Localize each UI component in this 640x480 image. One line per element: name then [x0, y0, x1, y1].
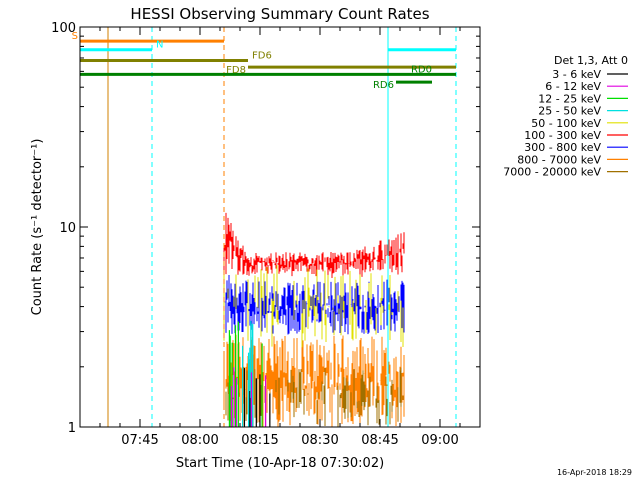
axes: 1 10 100 07:45 08:00 08:15 08:30 08:45 09:00 [51, 21, 481, 448]
x-tick-label: 08:15 [241, 433, 278, 448]
series-50-100kev [223, 264, 404, 348]
legend-label: 6 - 12 keV [545, 80, 601, 93]
flag-label-n: N [156, 40, 163, 51]
y-tick-label: 100 [51, 21, 76, 36]
x-tick-label: 07:45 [121, 433, 158, 448]
legend-label: 7000 - 20000 keV [503, 166, 601, 179]
series-100-300kev [223, 212, 405, 279]
plot-area: S N FD6 FD8 RD0 RD6 [72, 27, 457, 427]
legend-label: 50 - 100 keV [531, 117, 601, 130]
flag-label-fd8: FD8 [226, 65, 246, 76]
x-axis-label: Start Time (10-Apr-18 07:30:02) [176, 456, 384, 471]
y-tick-label: 1 [68, 421, 76, 436]
flag-label-rd6: RD6 [373, 80, 394, 91]
footer-timestamp: 16-Apr-2018 18:29 [557, 468, 632, 477]
legend-label: 100 - 300 keV [524, 129, 601, 142]
y-tick-label: 10 [59, 221, 76, 236]
flag-label-fd6: FD6 [252, 50, 272, 61]
series-low-energy-spikes [228, 320, 271, 427]
flag-label-rd0: RD0 [411, 64, 432, 75]
legend-label: 800 - 7000 keV [517, 153, 601, 166]
y-axis-label: Count Rate (s⁻¹ detector⁻¹) [30, 139, 45, 316]
x-tick-label: 08:30 [301, 433, 338, 448]
legend-label: 300 - 800 keV [524, 141, 601, 154]
x-tick-label: 08:00 [181, 433, 218, 448]
legend-header: Det 1,3, Att 0 [554, 54, 628, 67]
legend-label: 12 - 25 keV [538, 92, 601, 105]
legend-label: 3 - 6 keV [552, 68, 601, 81]
flag-label-s: S [72, 31, 78, 42]
legend-label: 25 - 50 keV [538, 105, 601, 118]
chart-title: HESSI Observing Summary Count Rates [130, 5, 429, 23]
x-tick-label: 09:00 [421, 433, 458, 448]
x-tick-label: 08:45 [361, 433, 398, 448]
